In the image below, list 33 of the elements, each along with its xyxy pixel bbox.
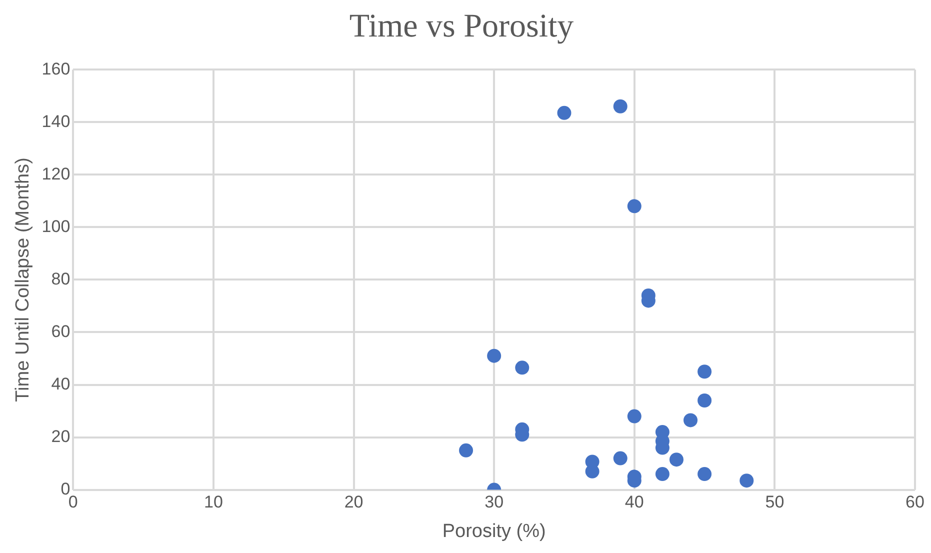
y-tick-label: 40 xyxy=(51,374,70,394)
x-tick-label: 40 xyxy=(624,492,644,512)
point xyxy=(627,199,642,214)
point xyxy=(487,348,502,363)
y-tick-label: 100 xyxy=(42,216,70,236)
point xyxy=(669,452,684,467)
point xyxy=(740,474,754,488)
point xyxy=(698,467,712,482)
y-tick-label: 20 xyxy=(51,426,70,446)
x-axis-title: Porosity (%) xyxy=(442,520,546,542)
point xyxy=(557,106,572,120)
point xyxy=(698,394,712,408)
point xyxy=(698,364,712,379)
x-tick-label: 50 xyxy=(765,492,784,512)
point xyxy=(655,467,670,482)
x-tick-label: 20 xyxy=(344,492,364,512)
point xyxy=(627,409,642,424)
y-axis-title: Time Until Collapse (Months) xyxy=(12,158,34,402)
point xyxy=(515,360,530,375)
chart-title: Time vs Porosity xyxy=(349,8,574,44)
x-tick-label: 10 xyxy=(204,492,223,512)
point xyxy=(613,451,628,466)
x-tick-label: 60 xyxy=(906,492,924,512)
y-tick-label: 120 xyxy=(42,164,70,184)
point xyxy=(459,443,474,458)
point xyxy=(684,413,698,428)
y-tick-label: 140 xyxy=(42,112,70,131)
y-tick-label: 0 xyxy=(60,479,70,498)
y-tick-label: 60 xyxy=(51,322,70,341)
point xyxy=(613,99,628,114)
y-tick-label: 80 xyxy=(51,269,70,288)
y-tick-label: 160 xyxy=(42,59,70,78)
x-tick-label: 30 xyxy=(484,492,504,512)
